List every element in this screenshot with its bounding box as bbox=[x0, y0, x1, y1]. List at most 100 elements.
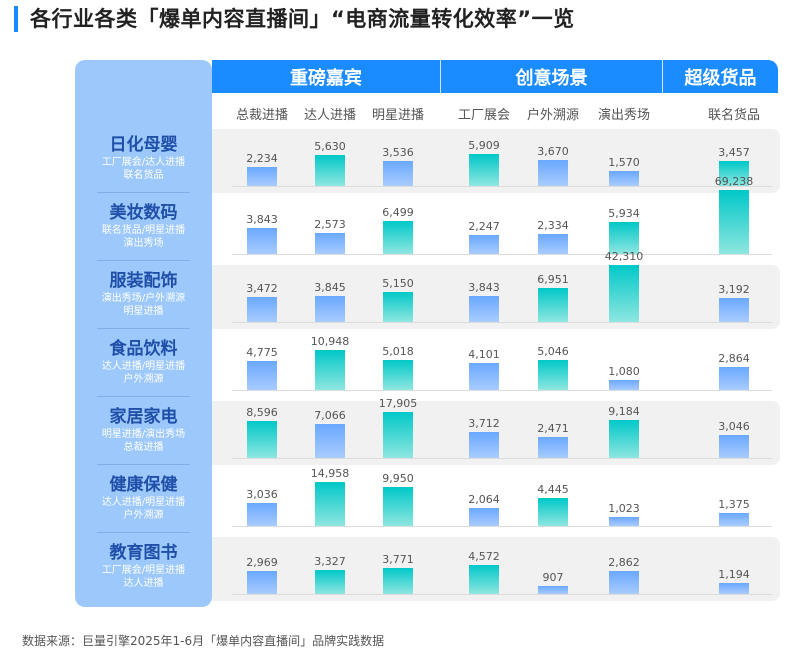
data-label: 6,951 bbox=[537, 272, 569, 286]
bar-总裁进播 bbox=[247, 360, 277, 390]
bar-联名货品 bbox=[719, 367, 749, 390]
industry-name: 美妆数码 bbox=[109, 203, 178, 223]
data-label: 1,080 bbox=[608, 365, 640, 379]
data-label: 3,843 bbox=[468, 280, 500, 294]
data-label: 10,948 bbox=[310, 335, 350, 349]
bar-工厂展会 bbox=[469, 234, 499, 254]
data-label: 4,572 bbox=[468, 550, 500, 564]
bar-户外溯源 bbox=[538, 160, 568, 186]
data-label: 5,934 bbox=[608, 207, 640, 220]
industry-name: 健康保健 bbox=[109, 475, 178, 495]
row-label: 服装配饰 演出秀场/户外溯源 明星进播 bbox=[75, 270, 212, 318]
row-label: 健康保健 达人进播/明星进播 户外溯源 bbox=[75, 474, 212, 522]
row-divider bbox=[97, 532, 190, 533]
bar-明星进播 bbox=[383, 411, 413, 458]
bar-联名货品 bbox=[719, 298, 749, 322]
data-label: 9,950 bbox=[382, 472, 414, 486]
data-label: 5,046 bbox=[537, 345, 569, 359]
bar-户外溯源 bbox=[538, 234, 568, 254]
bar-达人进播 bbox=[315, 423, 345, 458]
bar-达人进播 bbox=[315, 232, 345, 254]
row-divider bbox=[97, 328, 190, 329]
baseline bbox=[232, 390, 772, 391]
recommended-types: 工厂展会/达人进播 bbox=[101, 157, 186, 168]
data-label: 1,570 bbox=[608, 156, 640, 170]
group-header-scenes: 创意场景 bbox=[441, 60, 663, 93]
bar-联名货品 bbox=[719, 582, 749, 594]
data-label: 1,023 bbox=[608, 501, 640, 515]
data-label: 2,247 bbox=[468, 219, 500, 233]
bar-明星进播 bbox=[383, 360, 413, 390]
data-label: 3,712 bbox=[468, 417, 500, 431]
bar-工厂展会 bbox=[469, 362, 499, 390]
row-label: 教育图书 工厂展会/明星进播 达人进播 bbox=[75, 542, 212, 590]
recommended-types: 总裁进播 bbox=[123, 442, 164, 453]
recommended-types: 户外溯源 bbox=[123, 374, 164, 385]
bar-演出秀场 bbox=[609, 171, 639, 186]
group-header-guests: 重磅嘉宾 bbox=[212, 60, 441, 93]
data-label: 8,596 bbox=[246, 406, 278, 420]
recommended-types: 联名货品 bbox=[123, 170, 164, 181]
data-label: 2,573 bbox=[314, 217, 346, 231]
data-label: 14,958 bbox=[310, 467, 350, 481]
column-header: 达人进播 bbox=[303, 108, 357, 123]
bar-明星进播 bbox=[383, 160, 413, 186]
data-label: 4,775 bbox=[246, 345, 278, 359]
bar-总裁进播 bbox=[247, 570, 277, 594]
bar-演出秀场 bbox=[609, 222, 639, 254]
row-label: 家居家电 明星进播/演出秀场 总裁进播 bbox=[75, 406, 212, 454]
column-header: 演出秀场 bbox=[597, 108, 651, 123]
bar-达人进播 bbox=[315, 295, 345, 322]
bar-联名货品 bbox=[719, 434, 749, 458]
bar-总裁进播 bbox=[247, 227, 277, 254]
data-label: 5,150 bbox=[382, 276, 414, 290]
bar-联名货品 bbox=[719, 161, 749, 186]
data-label: 2,969 bbox=[246, 555, 278, 569]
bar-户外溯源 bbox=[538, 287, 568, 322]
row-label: 食品饮料 达人进播/明星进播 户外溯源 bbox=[75, 338, 212, 386]
row-divider bbox=[97, 464, 190, 465]
bar-明星进播 bbox=[383, 487, 413, 526]
recommended-types: 联名货品/明星进播 bbox=[101, 225, 186, 236]
data-label: 3,036 bbox=[246, 487, 278, 501]
bar-明星进播 bbox=[383, 220, 413, 254]
bar-达人进播 bbox=[315, 482, 345, 526]
recommended-types: 明星进播/演出秀场 bbox=[101, 429, 186, 440]
row-divider bbox=[97, 396, 190, 397]
data-label: 5,018 bbox=[382, 345, 414, 359]
recommended-types: 达人进播 bbox=[123, 578, 164, 589]
data-label: 3,046 bbox=[718, 419, 750, 433]
bar-明星进播 bbox=[383, 567, 413, 594]
data-label: 2,862 bbox=[608, 556, 640, 570]
industry-name: 日化母婴 bbox=[109, 135, 178, 155]
bar-明星进播 bbox=[383, 291, 413, 322]
source-note: 数据来源：巨量引擎2025年1-6月「爆单内容直播间」品牌实践数据 bbox=[22, 634, 385, 648]
bar-工厂展会 bbox=[469, 432, 499, 458]
data-label: 5,909 bbox=[468, 139, 500, 153]
group-header-goods: 超级货品 bbox=[684, 67, 757, 89]
data-label: 7,066 bbox=[314, 408, 346, 422]
data-label: 3,536 bbox=[382, 145, 414, 159]
data-label: 907 bbox=[542, 571, 564, 585]
bar-户外溯源 bbox=[538, 437, 568, 458]
data-label: 3,192 bbox=[718, 283, 750, 297]
baseline bbox=[232, 594, 772, 595]
row-divider bbox=[97, 260, 190, 261]
bar-总裁进播 bbox=[247, 296, 277, 322]
baseline bbox=[232, 186, 772, 187]
baseline bbox=[232, 254, 772, 255]
bar-工厂展会 bbox=[469, 565, 499, 594]
bar-联名货品 bbox=[719, 190, 749, 254]
data-label: 3,845 bbox=[314, 280, 346, 294]
data-label: 69,238 bbox=[714, 175, 754, 189]
industry-panel bbox=[75, 60, 212, 607]
baseline bbox=[232, 322, 772, 323]
data-label: 3,771 bbox=[382, 552, 414, 566]
bar-工厂展会 bbox=[469, 295, 499, 322]
recommended-types: 户外溯源 bbox=[123, 510, 164, 521]
data-label: 17,905 bbox=[378, 396, 418, 410]
bar-户外溯源 bbox=[538, 360, 568, 390]
column-header: 联名货品 bbox=[707, 108, 761, 123]
data-label: 2,234 bbox=[246, 151, 278, 165]
group-header: 重磅嘉宾 创意场景 超级货品 bbox=[212, 60, 778, 93]
